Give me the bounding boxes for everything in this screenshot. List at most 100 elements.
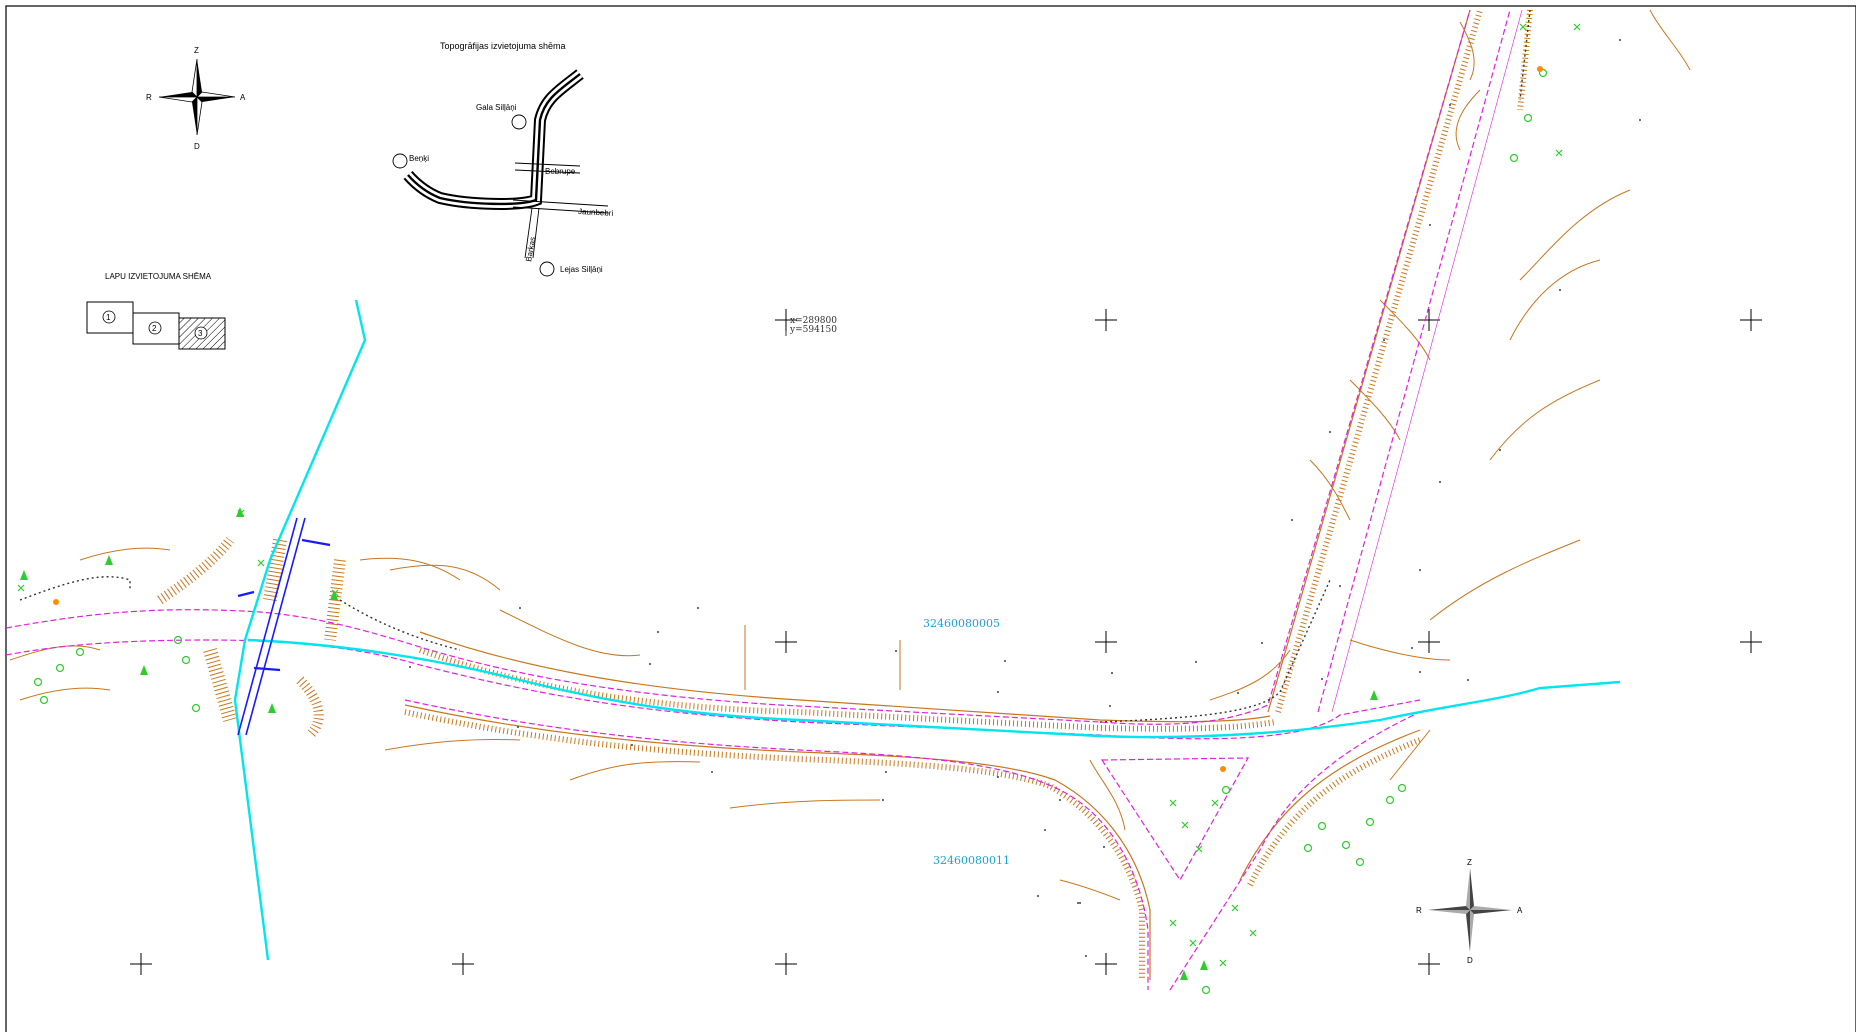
shrub-icon <box>1211 799 1219 807</box>
tree-icon <box>140 665 148 675</box>
survey-marker <box>1537 66 1543 72</box>
shrub-icon <box>1181 821 1189 829</box>
road-edges-dotted <box>19 9 1531 723</box>
tree-icon <box>1365 817 1375 827</box>
shrub-icon <box>1573 23 1581 31</box>
survey-marker <box>1220 766 1226 772</box>
grid-crosses <box>130 309 1762 975</box>
settlement-marker <box>539 261 555 277</box>
stream-north-south <box>233 299 367 961</box>
compass-east-label: A <box>240 93 246 102</box>
sheet-1-number: 1 <box>106 313 111 322</box>
compass-west-label: R <box>146 93 152 102</box>
grid-cross-icon <box>1418 309 1440 331</box>
shrub-icon <box>1555 149 1563 157</box>
location-scheme: Topogrāfijas izvietojuma shēma Gala Silļ… <box>392 41 614 277</box>
compass-east-label: A <box>1517 906 1523 915</box>
tree-icon <box>39 695 49 705</box>
road-jaunbebri: Jaunbebri <box>578 207 614 218</box>
road-bebrupe: Bebrupe <box>545 167 576 176</box>
shrub-icon <box>1169 919 1177 927</box>
parcel-number-south: 32460080011 <box>933 854 1010 867</box>
tree-icon <box>236 507 244 517</box>
tree-icon <box>1370 690 1378 700</box>
tree-icon <box>1509 153 1519 163</box>
grid-cross-icon <box>775 631 797 653</box>
settlement-marker <box>392 153 408 169</box>
shrub-icon <box>257 559 265 567</box>
spot-heights <box>409 39 1641 957</box>
survey-markers <box>53 66 1543 772</box>
place-benki: Beņķi <box>409 154 429 163</box>
vegetation <box>17 23 1581 995</box>
shrub-icon <box>1249 929 1257 937</box>
tree-icon <box>1385 795 1395 805</box>
settlement-marker <box>511 114 527 130</box>
culvert <box>237 517 331 736</box>
tree-icon <box>1180 970 1188 980</box>
compass-west-label: R <box>1416 906 1422 915</box>
stream-east-west <box>247 638 1621 739</box>
location-scheme-side-roads <box>512 162 609 259</box>
tree-icon <box>1201 985 1211 995</box>
survey-marker <box>53 599 59 605</box>
shrub-icon <box>17 584 25 592</box>
grid-cross-icon <box>452 953 474 975</box>
parcel-number-north: 32460080005 <box>923 617 1000 630</box>
sheet-layout-title: LAPU IZVIETOJUMA SHĒMA <box>105 272 212 281</box>
grid-cross-icon <box>1095 631 1117 653</box>
tree-icon <box>1200 960 1208 970</box>
shrub-icon <box>1169 799 1177 807</box>
streams <box>233 299 1621 961</box>
grid-cross-icon <box>1740 309 1762 331</box>
tree-icon <box>268 703 276 713</box>
tree-icon <box>330 590 338 600</box>
grid-cross-icon <box>1095 953 1117 975</box>
grid-cross-icon <box>775 953 797 975</box>
location-scheme-title: Topogrāfijas izvietojuma shēma <box>440 41 566 51</box>
tree-icon <box>55 663 65 673</box>
coordinate-label: x=289800 y=594150 <box>785 312 837 336</box>
grid-cross-icon <box>1418 953 1440 975</box>
compass-south-label: D <box>1467 956 1473 965</box>
tree-icon <box>1538 68 1548 78</box>
tree-icon <box>1221 785 1231 795</box>
shrub-icon <box>1231 904 1239 912</box>
road-embankment-slopes <box>157 9 1533 980</box>
location-scheme-main-road <box>403 69 584 210</box>
sheet-layout-scheme: LAPU IZVIETOJUMA SHĒMA 1 2 3 <box>86 272 226 350</box>
tree-icon <box>33 677 43 687</box>
sheet-3-number: 3 <box>198 329 203 338</box>
north-arrow-icon: Z D A R <box>146 46 246 151</box>
place-lejas-siljani: Lejas Silļāņi <box>560 265 603 274</box>
tree-icon <box>1523 113 1533 123</box>
coordinate-x: x=289800 <box>790 316 837 326</box>
map-frame <box>5 5 1856 1032</box>
shrub-icon <box>1189 939 1197 947</box>
tree-icon <box>181 655 191 665</box>
shrub-icon <box>1219 959 1227 967</box>
tree-icon <box>1317 821 1327 831</box>
tree-icon <box>1355 857 1365 867</box>
shrub-icon <box>1519 23 1527 31</box>
sheet-2 <box>132 312 180 345</box>
parcel-boundaries <box>5 9 1523 991</box>
grid-cross-icon <box>1095 309 1117 331</box>
tree-icon <box>105 555 113 565</box>
sheet-2-number: 2 <box>152 324 157 333</box>
grid-cross-icon <box>130 953 152 975</box>
tree-icon <box>1303 843 1313 853</box>
tree-icon <box>191 703 201 713</box>
place-gala-siljani: Gala Silļāņi <box>476 103 517 112</box>
north-arrow-icon: Z D A R <box>1416 858 1523 965</box>
compass-north-label: Z <box>194 46 199 55</box>
road-barkas: Barkas <box>524 236 537 262</box>
coordinate-y: y=594150 <box>789 325 837 335</box>
compass-north-label: Z <box>1467 858 1472 867</box>
tree-icon <box>20 570 28 580</box>
tree-icon <box>75 647 85 657</box>
compass-south-label: D <box>194 142 200 151</box>
terrain-contours <box>9 9 1691 901</box>
grid-cross-icon <box>1418 631 1440 653</box>
